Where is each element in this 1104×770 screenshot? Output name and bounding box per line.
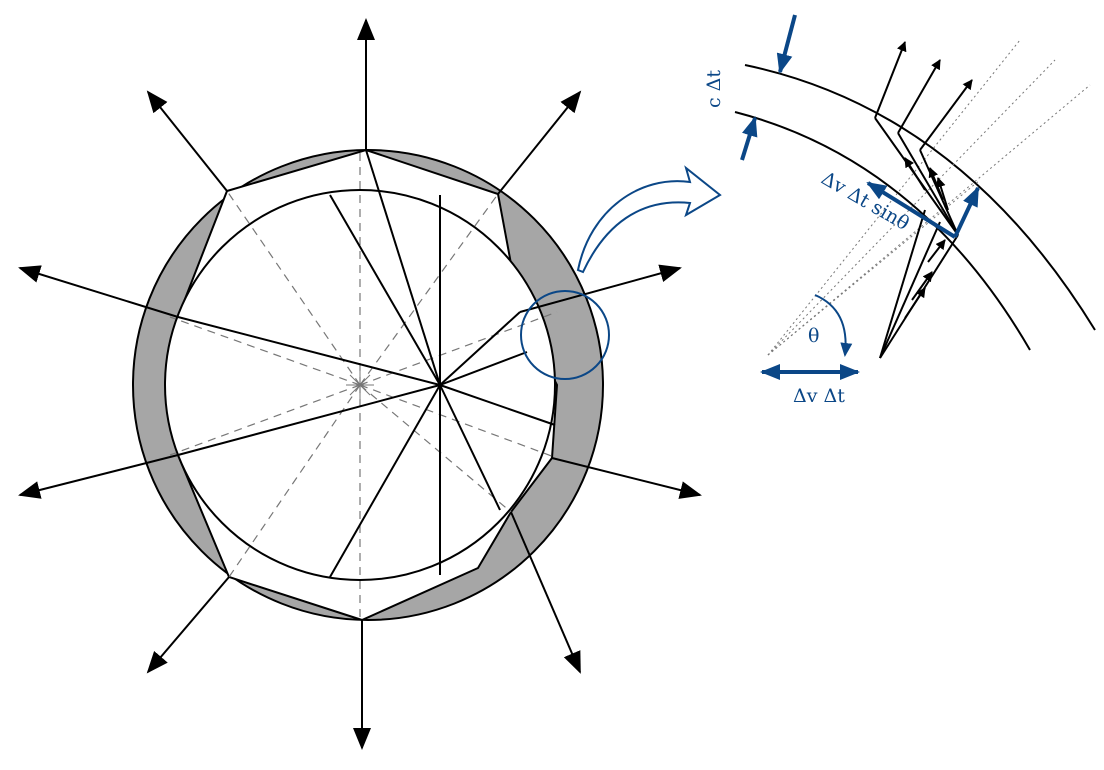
- curved-arrow-icon: [576, 165, 722, 274]
- label-theta: θ: [808, 325, 819, 347]
- dv-dt-sin-arrows: [866, 181, 980, 239]
- zoom-marker-icon: [520, 290, 610, 380]
- label-dv-dt: Δv Δt: [793, 385, 845, 407]
- label-c-dt: c Δt: [703, 70, 725, 108]
- solid-rays: [177, 149, 556, 578]
- c-dt-arrows: [740, 14, 797, 161]
- outward-arrows: [18, 18, 702, 750]
- dotted-lines: [767, 39, 1091, 356]
- emission-point-star: [346, 371, 374, 399]
- detail-rays: [874, 117, 959, 359]
- detail-ray-arrows: [874, 41, 973, 319]
- outer-arc: [744, 64, 1096, 331]
- zoom-detail: c Δt Δv Δt sinθ θ Δv Δt: [703, 14, 1096, 407]
- inner-arc: [734, 111, 1031, 351]
- theta-arc: [814, 294, 853, 357]
